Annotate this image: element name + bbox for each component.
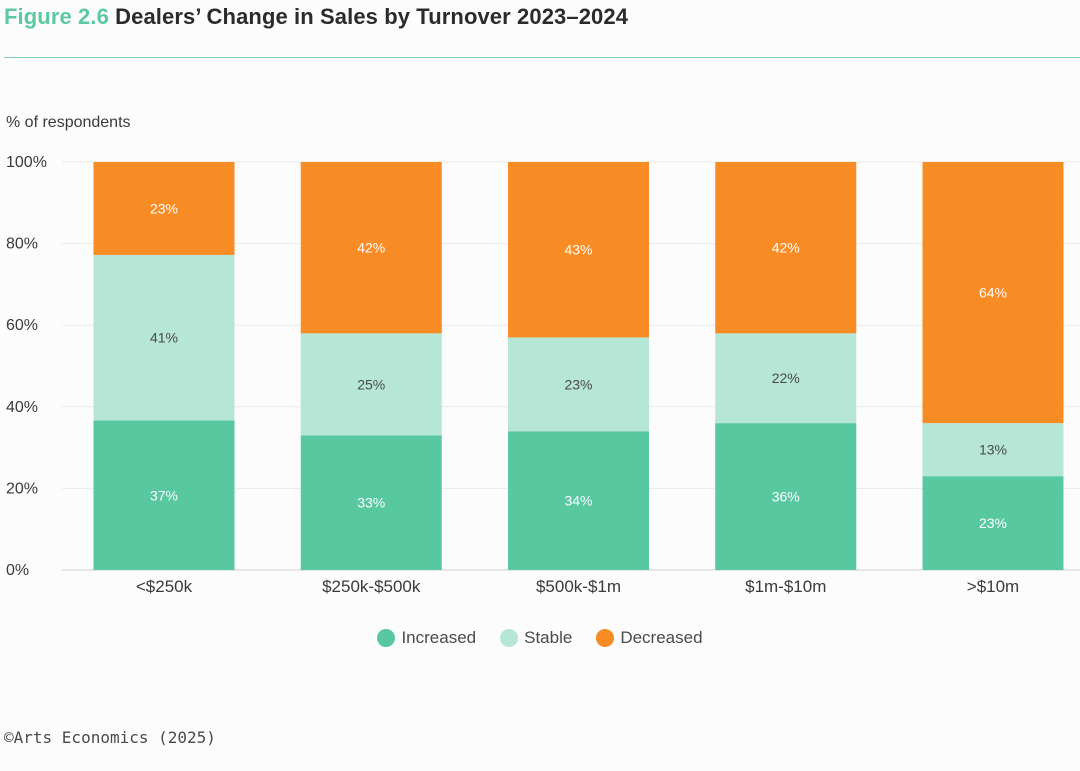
data-label: 64% [979, 285, 1007, 301]
data-label: 37% [150, 487, 178, 503]
y-tick-label: 100% [6, 154, 47, 171]
data-label: 41% [150, 330, 178, 346]
data-label: 42% [772, 240, 800, 256]
bar-segment-stable [715, 333, 857, 424]
stacked-bar-chart: % of respondents 0% 20% 40% 60% 80% 100% 37% 4… [6, 114, 1080, 596]
bar-segment-decreased [93, 162, 235, 255]
data-label: 42% [357, 240, 385, 256]
legend-label-stable: Stable [524, 628, 573, 647]
bar-segment-increased [922, 476, 1064, 570]
bar-segment-increased [508, 431, 649, 570]
legend-item-stable: Stable [500, 628, 572, 648]
data-label: 33% [357, 495, 385, 511]
bar-segment-stable [300, 333, 442, 436]
y-axis-label: % of respondents [6, 114, 131, 131]
bar-segment-decreased [300, 162, 442, 334]
x-tick-label: $500k-$1m [536, 577, 621, 596]
data-label: 23% [979, 515, 1007, 531]
legend-item-increased: Increased [377, 628, 476, 648]
bar-segment-stable [93, 254, 235, 421]
data-label: 36% [772, 489, 800, 505]
x-tick-label: $250k-$500k [322, 577, 421, 596]
y-tick-label: 0% [6, 562, 29, 579]
bar-segment-increased [715, 423, 857, 570]
bar-segment-decreased [508, 162, 649, 338]
bar-segment-decreased [922, 162, 1064, 424]
chart-title: Figure 2.6 Dealers’ Change in Sales by T… [4, 4, 628, 30]
data-label: 43% [564, 242, 592, 258]
figure-title: Dealers’ Change in Sales by Turnover 202… [115, 4, 629, 29]
y-tick-label: 60% [6, 317, 38, 334]
data-label: 34% [564, 493, 592, 509]
bar-segment-stable [508, 337, 649, 432]
legend: Increased Stable Decreased [0, 628, 1080, 648]
data-label: 22% [772, 370, 800, 386]
legend-label-increased: Increased [401, 628, 477, 647]
y-tick-label: 80% [6, 236, 38, 253]
data-label: 25% [357, 376, 385, 392]
data-label: 13% [979, 442, 1007, 458]
bar-segment-stable [922, 423, 1064, 477]
legend-swatch-decreased [596, 629, 615, 647]
data-label: 23% [564, 376, 592, 392]
x-tick-label: <$250k [136, 577, 193, 596]
legend-label-decreased: Decreased [620, 628, 703, 647]
source-credit: ©Arts Economics (2025) [4, 728, 216, 747]
x-tick-label: $1m-$10m [745, 577, 826, 596]
y-tick-label: 40% [6, 399, 38, 416]
figure-label: Figure 2.6 [4, 4, 109, 29]
legend-swatch-increased [377, 629, 396, 647]
bar-segment-decreased [715, 162, 857, 334]
bar-segment-increased [93, 420, 235, 570]
data-label: 23% [150, 200, 178, 216]
bar-segment-increased [300, 435, 442, 570]
legend-swatch-stable [500, 629, 519, 647]
title-divider [4, 57, 1080, 58]
legend-item-decreased: Decreased [596, 628, 703, 648]
x-tick-label: >$10m [967, 577, 1019, 596]
y-tick-label: 20% [6, 480, 38, 497]
